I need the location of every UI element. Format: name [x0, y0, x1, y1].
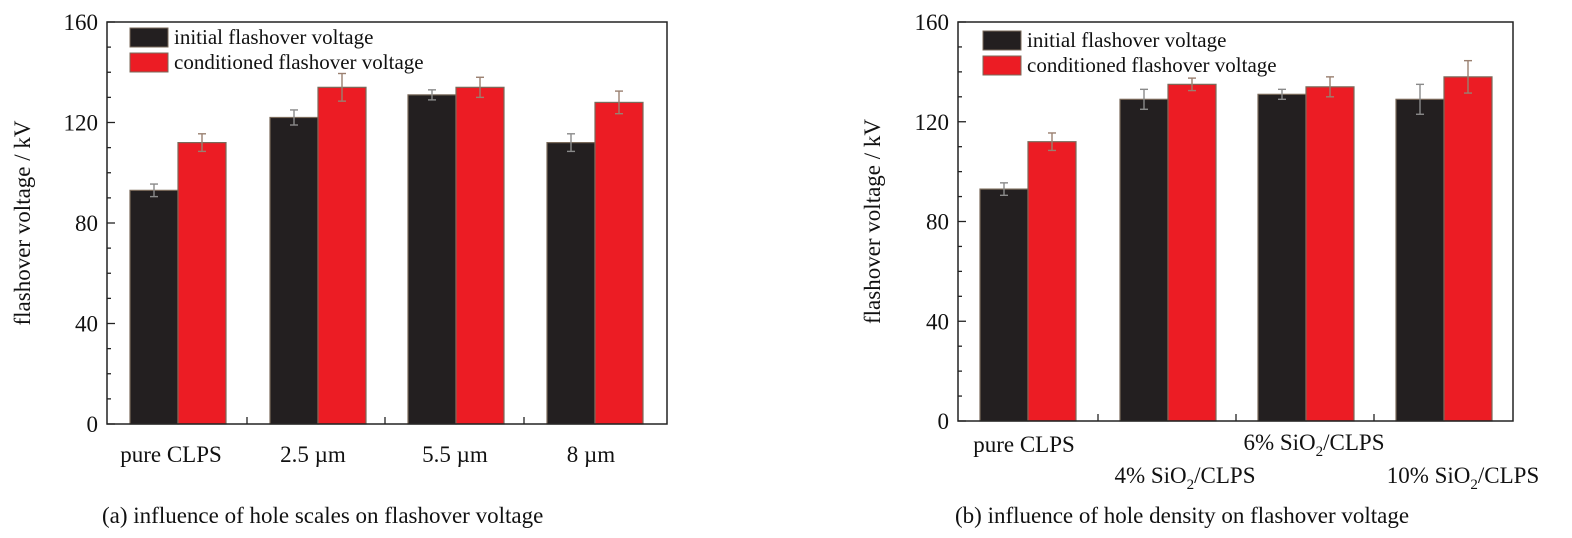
chart-panel-b: 0 40 80 120 160 flashover voltage / kV pure CL… [860, 10, 1539, 493]
bar-initial-2 [1257, 93, 1307, 422]
chart-panel-a: 0 40 80 120 160 flashover voltage / kV pure CL… [10, 10, 668, 467]
bar-conditioned-0 [1027, 141, 1077, 422]
legend-label-initial: initial flashover voltage [174, 25, 373, 49]
legend-swatch-conditioned [129, 52, 169, 73]
x-category-label: 6% SiO2/CLPS [1243, 430, 1384, 460]
bar-conditioned-1 [317, 86, 367, 425]
y-tick-label: 0 [87, 412, 99, 437]
y-axis-label: flashover voltage / kV [10, 120, 35, 325]
bar-initial-3 [546, 142, 596, 425]
bar-initial-0 [979, 188, 1029, 422]
y-tick-label: 40 [75, 312, 98, 337]
bar-conditioned-1 [1167, 83, 1217, 422]
bar-initial-3 [1395, 98, 1445, 422]
y-tick-label: 160 [915, 10, 950, 35]
legend-swatch-initial [982, 30, 1022, 51]
bar-initial-1 [269, 116, 319, 425]
y-tick-label: 160 [64, 10, 99, 35]
y-tick-label: 0 [938, 409, 950, 434]
x-category-label: 2.5 µm [280, 442, 346, 467]
y-axis-label: flashover voltage / kV [860, 119, 885, 324]
x-category-label: pure CLPS [120, 442, 222, 467]
bar-conditioned-3 [1443, 76, 1493, 422]
y-tick-label: 120 [915, 110, 950, 135]
x-category-label: 4% SiO2/CLPS [1114, 463, 1255, 493]
bar-initial-1 [1119, 98, 1169, 422]
bar-conditioned-2 [455, 86, 505, 425]
y-tick-label: 120 [64, 111, 99, 136]
y-tick-label: 40 [926, 309, 949, 334]
bar-conditioned-2 [1305, 86, 1355, 422]
legend-label-initial: initial flashover voltage [1027, 28, 1226, 52]
y-tick-label: 80 [926, 210, 949, 235]
x-category-label: pure CLPS [973, 432, 1075, 457]
caption-b: (b) influence of hole density on flashov… [955, 503, 1410, 528]
x-category-label: 10% SiO2/CLPS [1387, 463, 1540, 493]
legend-swatch-conditioned [982, 55, 1022, 76]
caption-a: (a) influence of hole scales on flashove… [102, 503, 544, 528]
bar-initial-0 [129, 189, 179, 425]
bar-conditioned-0 [177, 142, 227, 425]
bar-initial-2 [407, 94, 457, 425]
y-tick-label: 80 [75, 211, 98, 236]
x-category-label: 8 µm [567, 442, 616, 467]
x-category-label: 5.5 µm [422, 442, 488, 467]
legend-label-conditioned: conditioned flashover voltage [1027, 53, 1277, 77]
legend-label-conditioned: conditioned flashover voltage [174, 50, 424, 74]
bar-conditioned-3 [594, 101, 644, 425]
legend-swatch-initial [129, 27, 169, 48]
